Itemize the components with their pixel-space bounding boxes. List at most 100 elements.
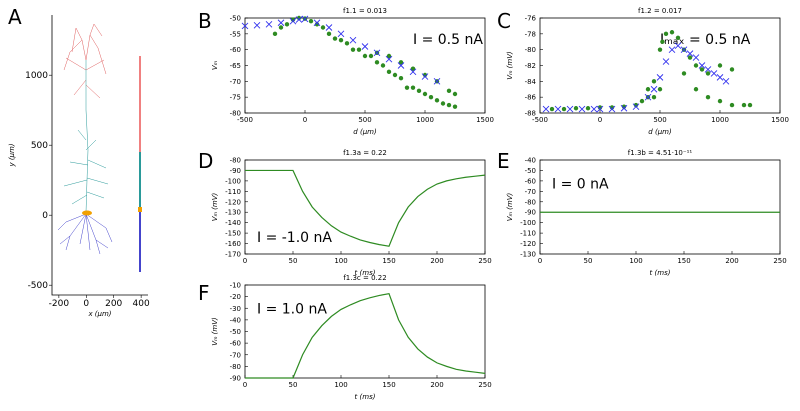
panel-letter: D [198,149,213,173]
x-marker [590,105,598,113]
dot-marker [729,102,735,108]
y-tick-label: -80 [230,363,241,371]
dot-marker [681,71,687,76]
x-marker [301,15,309,23]
x-marker [680,46,688,53]
x-tick-label: 100 [334,257,347,265]
y-tick-label: -60 [525,177,536,185]
x-tick-label: 0 [83,299,89,309]
dot-marker [705,94,711,100]
x-axis-label: t (ms) [650,269,671,277]
y-tick-label: -90 [230,375,241,383]
dot-marker [651,94,657,100]
dot-marker [392,72,398,78]
x-axis-label: d (μm) [648,128,672,136]
dot-marker [585,106,591,111]
dot-marker [380,63,386,68]
dot-marker [410,66,416,71]
y-axis-label: Vₘ (mV) [506,193,514,222]
dot-marker [344,41,350,46]
y-tick-label: -130 [225,209,241,217]
x-tick-label: 50 [289,257,298,265]
x-axis-label: d (μm) [353,128,377,136]
dot-marker [434,98,440,103]
y-tick-label: -82 [525,62,536,70]
y-tick-label: -84 [525,78,537,86]
x-marker [265,21,273,28]
panel-letter: A [8,5,22,29]
panel-letter: B [198,9,212,33]
dot-marker [338,37,344,43]
y-axis-label: Vₘ (mV) [211,317,219,346]
y-tick-label: -90 [525,209,536,217]
y-tick-label: -70 [525,188,536,196]
x-tick-label: 0 [243,257,247,265]
x-tick-label: 200 [725,257,738,265]
x-tick-label: 250 [773,257,786,265]
x-marker [662,58,670,65]
panel-letter: F [198,281,210,305]
dot-marker [693,87,699,92]
x-tick-label: 100 [334,381,347,389]
x-tick-label: 50 [289,381,298,389]
dot-marker [663,31,669,37]
y-tick-label: 500 [31,141,48,151]
dot-marker [645,87,651,92]
x-tick-label: 0 [243,381,247,389]
plot-frame [244,17,486,114]
x-tick-label: 1000 [416,116,434,124]
dot-marker [422,91,428,97]
dot-marker [687,55,693,60]
x-marker [596,105,604,113]
y-tick-label: -30 [230,305,241,313]
y-tick-label: -150 [225,230,241,238]
dot-marker [326,31,332,37]
x-marker [385,55,393,63]
x-marker [397,62,405,69]
y-tick-label: -78 [525,30,536,38]
dot-marker [717,98,723,104]
y-tick-label: -100 [225,177,241,185]
plot-frame [539,159,781,255]
y-tick-label: -86 [525,94,537,102]
x-marker [632,103,640,110]
dot-marker [278,25,284,30]
dot-marker [446,102,452,108]
x-tick-label: -500 [532,116,548,124]
x-marker [433,78,441,85]
dot-marker [452,91,458,97]
x-marker [608,105,616,113]
dot-marker [639,98,645,104]
x-tick-label: 500 [358,116,371,124]
dot-marker [717,63,723,68]
y-tick-label: -120 [225,198,241,206]
y-tick-label: -50 [525,167,536,175]
dot-marker [398,75,404,81]
y-axis-label: Vₘ (mV) [506,51,514,80]
x-tick-label: 1500 [476,116,494,124]
x-axis-label: t (ms) [355,269,376,277]
x-tick-label: 400 [133,299,150,309]
dot-marker [657,87,663,92]
annotation: Iₘₐₓ = 0.5 nA [660,32,751,48]
x-marker [686,50,694,57]
dot-marker [651,79,657,84]
y-tick-label: -90 [230,167,241,175]
y-tick-label: 1000 [25,71,48,81]
y-tick-label: -50 [230,328,241,336]
dot-marker [747,102,753,108]
x-marker [373,49,381,57]
panel-title: f1.3c = 0.22 [343,274,386,282]
x-tick-label: 250 [478,381,491,389]
x-tick-label: 150 [382,381,395,389]
dot-marker [356,47,362,52]
x-marker [656,74,664,81]
dot-marker [741,102,747,108]
y-tick-label: -88 [525,110,536,118]
dot-marker [660,39,665,44]
y-tick-label: -50 [230,15,241,23]
plot-frame [539,17,781,114]
y-tick-label: -130 [520,251,536,259]
y-tick-label: -500 [28,281,49,291]
